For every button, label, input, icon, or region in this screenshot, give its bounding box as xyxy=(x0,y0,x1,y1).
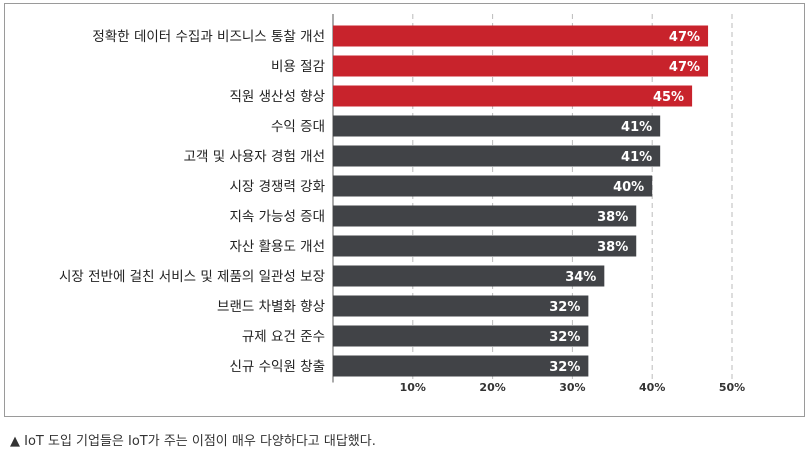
value-label: 40% xyxy=(613,180,644,195)
x-tick-label: 30% xyxy=(559,381,585,394)
bar xyxy=(333,25,709,47)
x-tick-label: 20% xyxy=(479,381,505,394)
category-label: 고객 및 사용자 경험 개선 xyxy=(184,149,325,165)
bar xyxy=(333,55,709,77)
value-label: 47% xyxy=(669,60,700,75)
bar xyxy=(333,265,605,287)
value-label: 45% xyxy=(653,90,684,105)
bar xyxy=(333,235,637,257)
value-label: 32% xyxy=(549,300,580,315)
value-label: 38% xyxy=(597,240,628,255)
value-label: 41% xyxy=(621,120,652,135)
category-label: 지속 가능성 증대 xyxy=(229,209,325,225)
category-label: 신규 수익원 창출 xyxy=(229,359,325,375)
bar xyxy=(333,295,589,317)
value-label: 38% xyxy=(597,210,628,225)
category-label: 직원 생산성 향상 xyxy=(229,89,325,105)
category-label: 자산 활용도 개선 xyxy=(229,239,325,255)
value-label: 47% xyxy=(669,30,700,45)
figure-caption: ▲ IoT 도입 기업들은 IoT가 주는 이점이 매우 다양하다고 대답했다. xyxy=(10,434,376,449)
x-tick-label: 10% xyxy=(400,381,426,394)
bar xyxy=(333,85,693,107)
bar xyxy=(333,145,661,167)
value-label: 32% xyxy=(549,330,580,345)
bar xyxy=(333,205,637,227)
category-label: 비용 절감 xyxy=(271,59,325,75)
value-label: 34% xyxy=(565,270,596,285)
bar xyxy=(333,355,589,377)
x-tick-label: 40% xyxy=(639,381,665,394)
value-label: 32% xyxy=(549,360,580,375)
x-tick-label: 50% xyxy=(719,381,745,394)
category-label: 시장 전반에 걸친 서비스 및 제품의 일관성 보장 xyxy=(59,269,325,285)
category-label: 규제 요건 준수 xyxy=(242,329,325,345)
category-label: 시장 경쟁력 강화 xyxy=(229,179,325,195)
category-label: 정확한 데이터 수집과 비즈니스 통찰 개선 xyxy=(92,29,325,45)
bar xyxy=(333,175,653,197)
bar-chart: 정확한 데이터 수집과 비즈니스 통찰 개선 47% 비용 절감 47% 직원 생산성 … xyxy=(59,14,745,394)
bar xyxy=(333,115,661,137)
value-label: 41% xyxy=(621,150,652,165)
bar xyxy=(333,325,589,347)
category-label: 수익 증대 xyxy=(271,119,325,135)
category-label: 브랜드 차별화 향상 xyxy=(217,299,325,315)
